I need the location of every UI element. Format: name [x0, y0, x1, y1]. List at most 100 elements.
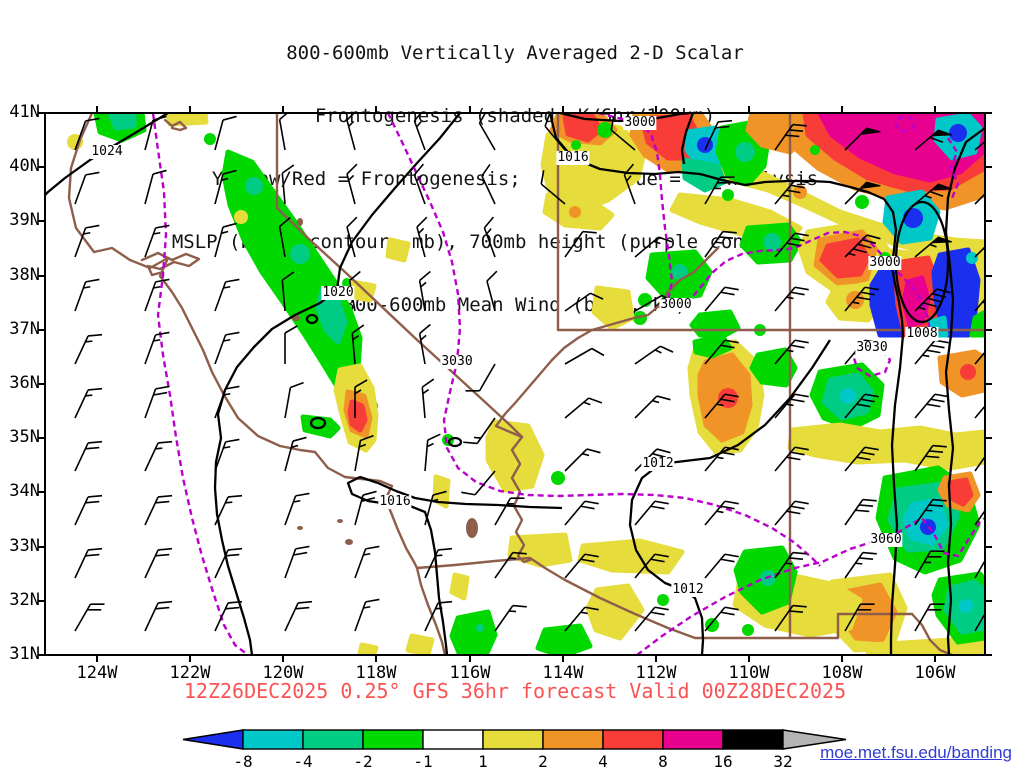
- wind-barb: [564, 606, 599, 632]
- shaded-spot-red: [960, 364, 976, 380]
- shaded-region-yellow: [787, 422, 985, 471]
- shaded-spot-green: [204, 133, 216, 145]
- wind-barb: [144, 385, 170, 419]
- colorbar-tick-label: -1: [413, 752, 433, 771]
- shaded-spot-green: [705, 618, 719, 632]
- shaded-spot-cyan: [959, 599, 973, 613]
- wind-barb: [974, 455, 985, 472]
- wind-barb: [774, 339, 809, 365]
- shaded-region-yellow: [385, 237, 411, 263]
- contour-label-3030: 3030: [440, 354, 474, 369]
- colorbar-tick-label: -4: [293, 752, 313, 771]
- height-contour-closed: [894, 115, 916, 133]
- lat-label: 41N: [9, 102, 40, 122]
- shaded-region-red: [562, 113, 603, 143]
- shaded-region-red: [947, 477, 974, 507]
- wind-barb: [284, 381, 304, 419]
- wind-barb: [844, 498, 877, 526]
- wind-barb: [634, 345, 674, 365]
- wind-barb: [214, 331, 240, 365]
- height-contour: [946, 137, 960, 199]
- lat-label: 40N: [9, 156, 40, 176]
- shaded-region-green: [749, 347, 798, 388]
- lat-label: 37N: [9, 319, 40, 339]
- shaded-region-green: [692, 333, 733, 359]
- wind-barb: [478, 113, 496, 151]
- wind-barb: [346, 163, 358, 205]
- wind-barb: [704, 393, 739, 419]
- wind-barb: [774, 551, 807, 579]
- shaded-region-yellow: [507, 532, 573, 568]
- shaded-field: [67, 113, 985, 655]
- wind-barb: [461, 470, 496, 496]
- shaded-spot-orange: [569, 206, 581, 218]
- shaded-region-yellow: [165, 113, 209, 127]
- lat-label: 33N: [9, 536, 40, 556]
- lat-label: 36N: [9, 373, 40, 393]
- shaded-spot-green: [722, 189, 734, 201]
- border-line: [910, 612, 954, 655]
- wind-barb: [214, 547, 243, 579]
- wind-barb: [564, 347, 605, 365]
- wind-barb: [74, 603, 105, 632]
- shaded-spot-green: [571, 140, 581, 150]
- border-line: [140, 251, 201, 277]
- lon-label: 116W: [449, 663, 491, 683]
- lon-label: 108W: [821, 663, 863, 683]
- wind-barb: [214, 385, 240, 419]
- wind-barb: [214, 494, 243, 526]
- colorbar-tick-label: -8: [233, 752, 253, 771]
- lake: [345, 539, 353, 545]
- wind-barb: [214, 278, 240, 312]
- wind-barb: [413, 163, 426, 205]
- lat-label: 31N: [9, 644, 40, 664]
- colorbar-left-arrow: [182, 729, 244, 750]
- wind-barb: [74, 333, 103, 365]
- shaded-region-yellow: [357, 642, 379, 655]
- lon-label: 122W: [169, 663, 211, 683]
- mslp-contour: [548, 113, 905, 655]
- wind-barb: [544, 113, 566, 151]
- wind-barb: [278, 113, 289, 151]
- wind-barb: [74, 171, 100, 205]
- shaded-spot-teal: [672, 264, 688, 280]
- wind-barb: [844, 446, 879, 472]
- wind-barb: [704, 176, 735, 205]
- colorbar-cell-red: [602, 729, 664, 750]
- mslp-contour: [45, 113, 169, 196]
- wind-barb: [704, 606, 739, 632]
- mslp-contour: [346, 475, 563, 655]
- wind-barb: [144, 278, 170, 312]
- wind-barb: [74, 494, 103, 526]
- shaded-region-teal: [107, 113, 137, 131]
- colorbar-cell-green: [362, 729, 424, 750]
- site-link[interactable]: moe.met.fsu.edu/banding: [820, 743, 1012, 762]
- colorbar-right-arrow: [782, 729, 847, 750]
- wind-barb: [634, 395, 671, 419]
- wind-barb: [144, 494, 173, 526]
- lon-label: 118W: [355, 663, 397, 683]
- contour-label-1012: 1012: [641, 456, 675, 471]
- wind-barb: [463, 417, 496, 445]
- wind-barb: [74, 224, 100, 258]
- wind-barb: [914, 393, 949, 419]
- wind-barb: [346, 216, 358, 258]
- colorbar-tick-label: 2: [538, 752, 548, 771]
- wind-barb: [564, 448, 601, 472]
- wind-barb: [144, 547, 173, 579]
- colorbar-cell-cyan: [242, 729, 304, 750]
- wind-barb: [774, 123, 807, 151]
- wind-barb: [483, 216, 496, 258]
- lake: [297, 218, 303, 226]
- wind-barb: [914, 236, 940, 258]
- lon-label: 120W: [262, 663, 304, 683]
- wind-barb: [844, 393, 879, 419]
- wind-barb: [704, 286, 739, 312]
- wind-barb: [284, 492, 310, 526]
- colorbar-cell-magenta: [662, 729, 724, 750]
- wind-barb: [634, 606, 669, 632]
- wind-barb: [844, 551, 877, 579]
- wind-barb: [284, 436, 307, 472]
